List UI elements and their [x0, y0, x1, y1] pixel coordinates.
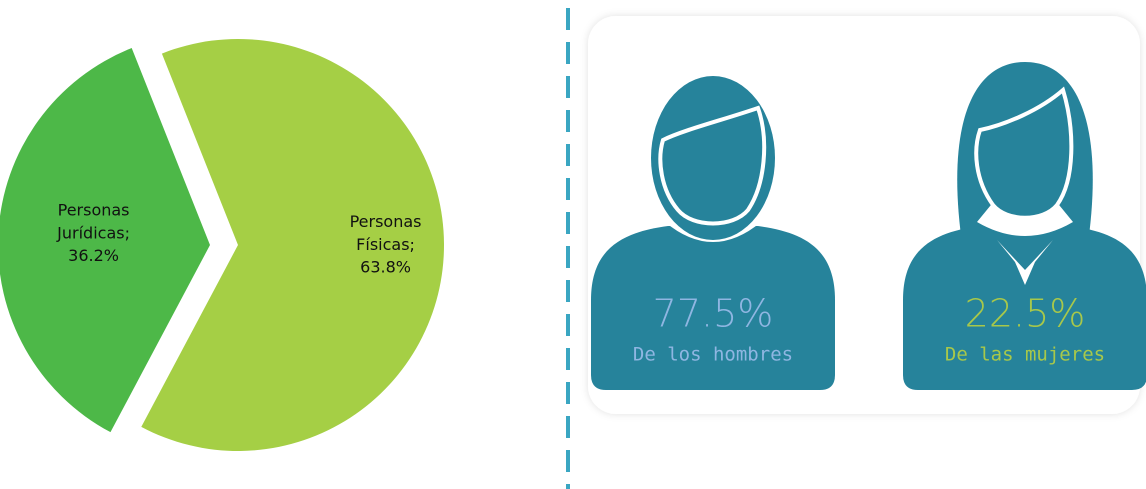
collar: [997, 240, 1053, 285]
body: [903, 226, 1146, 390]
face: [974, 86, 1074, 220]
percent-label: 22.5%: [965, 292, 1086, 336]
pie-chart: Personas Jurídicas; 36.2% Personas Físicas; 6…: [0, 39, 444, 451]
body: [591, 226, 835, 390]
slice-label: Personas Jurídicas;: [56, 200, 130, 242]
slice-label: Personas Físicas;: [350, 212, 422, 254]
pictogram: 77.5% De los hombres 22.5% De las mujeres: [591, 62, 1146, 390]
pie-slice: [141, 39, 444, 451]
caption: De los hombres: [633, 344, 793, 366]
man-icon: [591, 76, 835, 390]
woman-icon: [903, 62, 1146, 390]
caption: De las mujeres: [945, 344, 1105, 366]
percent-label: 77.5%: [653, 292, 774, 336]
pie-slice: [0, 47, 210, 433]
face: [658, 105, 767, 226]
slice-value-label: 63.8%: [360, 258, 411, 277]
slice-value-label: 36.2%: [68, 246, 119, 265]
